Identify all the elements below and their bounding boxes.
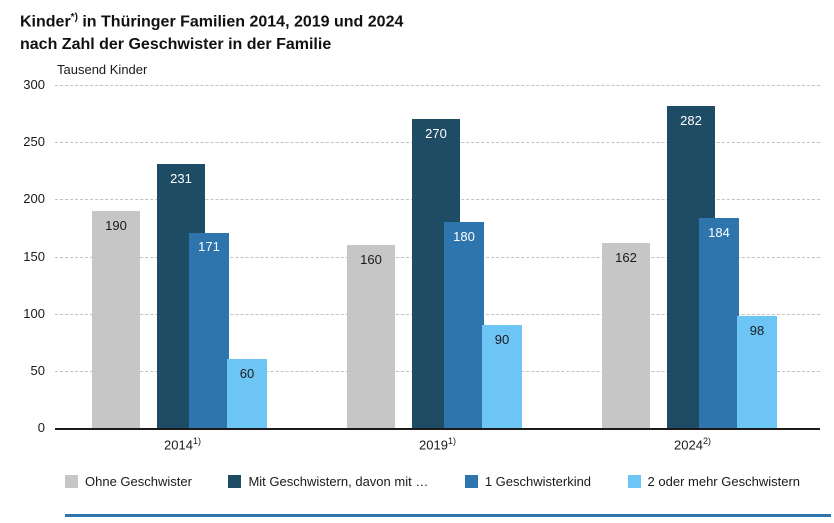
bar-value-label-2019-160: 160 bbox=[360, 252, 382, 268]
x-axis-label-text: 2014 bbox=[164, 437, 193, 453]
bar-value-label-2024-162: 162 bbox=[615, 249, 637, 265]
y-axis-tick-200: 200 bbox=[23, 191, 45, 207]
legend-item-mit-geschwistern: Mit Geschwistern, davon mit … bbox=[228, 474, 428, 489]
bar-ohne-geschwister-2019 bbox=[347, 245, 395, 428]
title-line-2: nach Zahl der Geschwister in der Familie bbox=[20, 36, 332, 54]
bar-ohne-geschwister-2014 bbox=[92, 210, 140, 428]
bar-value-label-2019-90: 90 bbox=[494, 332, 510, 348]
legend-item-ohne-geschwister: Ohne Geschwister bbox=[65, 474, 192, 489]
bar-value-label-2014-171: 171 bbox=[198, 239, 220, 255]
y-axis-tick-50: 50 bbox=[30, 362, 45, 378]
legend-label: Ohne Geschwister bbox=[85, 474, 192, 489]
x-axis-footnote-marker: 2) bbox=[702, 436, 711, 446]
bar-1-geschwisterkind-2024 bbox=[699, 217, 739, 428]
y-axis-tick-150: 150 bbox=[23, 248, 45, 264]
bar-value-label-2019-270: 270 bbox=[425, 126, 447, 142]
legend-swatch-lightblue bbox=[627, 475, 641, 488]
title-footnote-marker: *) bbox=[70, 12, 78, 23]
legend-item-1-geschwisterkind: 1 Geschwisterkind bbox=[464, 474, 592, 489]
bar-2-oder-mehr-geschwistern-2019 bbox=[482, 325, 522, 428]
bar-1-geschwisterkind-2014 bbox=[189, 232, 229, 428]
bar-value-label-2014-60: 60 bbox=[239, 366, 255, 382]
y-axis-tick-300: 300 bbox=[23, 77, 45, 92]
legend: Ohne Geschwister Mit Geschwistern, davon… bbox=[65, 474, 800, 489]
bar-value-label-2014-190: 190 bbox=[105, 217, 127, 233]
bar-value-label-2024-184: 184 bbox=[708, 224, 730, 240]
bar-value-label-2019-180: 180 bbox=[453, 229, 475, 245]
y-axis-tick-250: 250 bbox=[23, 134, 45, 150]
legend-swatch-darkblue bbox=[228, 475, 242, 488]
title-line-1: Kinder*) in Thüringer Familien 2014, 201… bbox=[20, 6, 403, 33]
x-axis-label-text: 2024 bbox=[674, 437, 703, 453]
bar-ohne-geschwister-2024 bbox=[602, 242, 650, 428]
legend-swatch-gray bbox=[65, 475, 78, 488]
x-axis-label-2024: 20242) bbox=[674, 436, 711, 452]
legend-label: Mit Geschwistern, davon mit … bbox=[248, 474, 429, 489]
x-axis-footnote-marker: 1) bbox=[447, 436, 456, 446]
title-text-prefix: Kinder bbox=[20, 13, 71, 31]
x-axis-label-text: 2019 bbox=[419, 437, 448, 453]
y-axis: 0 50 100 150 200 250 300 bbox=[0, 77, 45, 435]
bar-2-oder-mehr-geschwistern-2024 bbox=[737, 315, 777, 428]
footer-accent-line bbox=[65, 514, 831, 517]
legend-label: 1 Geschwisterkind bbox=[484, 474, 592, 489]
bar-2-oder-mehr-geschwistern-2014 bbox=[227, 359, 267, 428]
x-axis-labels: 20141) 20191) 20242) bbox=[55, 436, 820, 456]
legend-label: 2 oder mehr Geschwistern bbox=[647, 474, 800, 489]
bar-value-label-2024-98: 98 bbox=[749, 322, 765, 338]
x-axis-label-2019: 20191) bbox=[419, 436, 456, 452]
legend-swatch-mediumblue bbox=[464, 475, 478, 488]
y-axis-unit-label: Tausend Kinder bbox=[57, 62, 148, 77]
gridline-300 bbox=[55, 85, 820, 86]
bar-1-geschwisterkind-2019 bbox=[444, 222, 484, 428]
y-axis-tick-0: 0 bbox=[37, 420, 45, 435]
legend-item-2-oder-mehr: 2 oder mehr Geschwistern bbox=[627, 474, 800, 489]
x-axis-label-2014: 20141) bbox=[164, 436, 201, 452]
plot-area: 190 231 171 60 160 270 180 90 162 282 184 98 bbox=[55, 85, 820, 430]
title-text-rest: in Thüringer Familien 2014, 2019 und 202… bbox=[77, 13, 404, 31]
bar-value-label-2014-231: 231 bbox=[170, 170, 192, 186]
x-axis-footnote-marker: 1) bbox=[192, 436, 201, 446]
y-axis-tick-100: 100 bbox=[23, 305, 45, 321]
chart-title: Kinder*) in Thüringer Familien 2014, 201… bbox=[20, 6, 403, 56]
bar-value-label-2024-282: 282 bbox=[680, 112, 702, 128]
